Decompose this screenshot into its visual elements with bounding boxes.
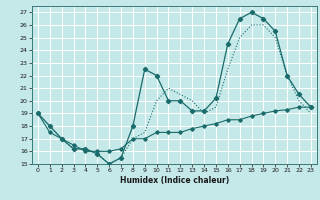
X-axis label: Humidex (Indice chaleur): Humidex (Indice chaleur): [120, 176, 229, 185]
